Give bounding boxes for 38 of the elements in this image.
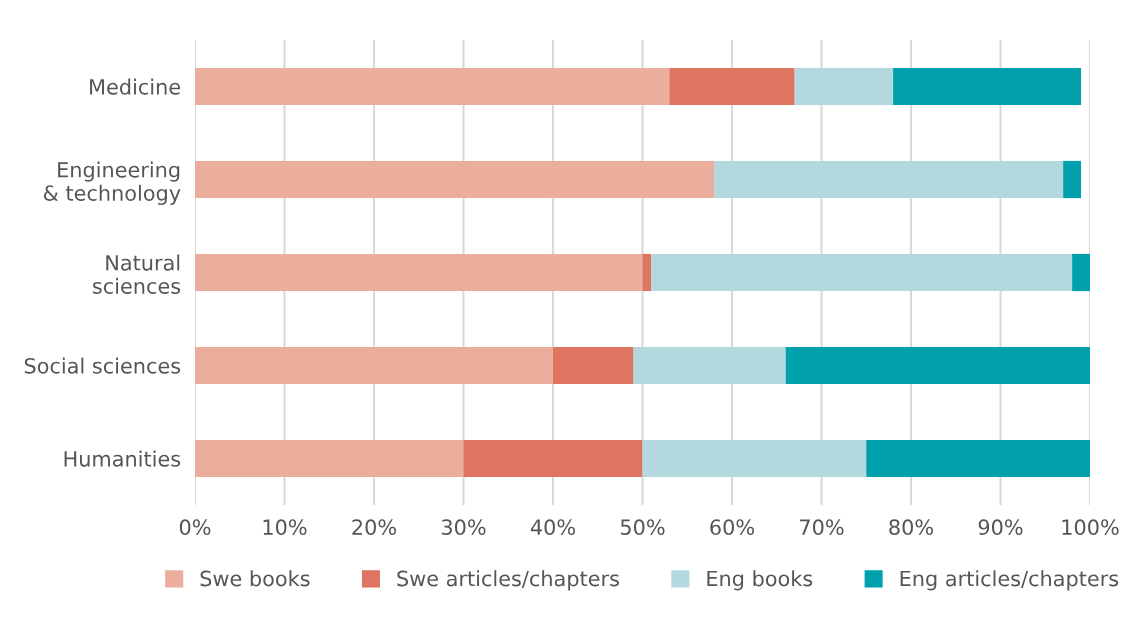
bar: [463, 439, 643, 478]
bar: [195, 67, 670, 106]
y-tick-label: Natural sciences: [93, 254, 181, 294]
legend-label: Swe books: [200, 570, 310, 587]
bar: [794, 67, 894, 106]
bar: [195, 346, 553, 385]
bar: [195, 253, 643, 292]
x-tick-label: 0%: [179, 519, 211, 536]
y-tick-label: Engineering & technology: [43, 161, 181, 205]
legend-label: Eng books: [707, 570, 813, 591]
y-tick-label: Humanities: [64, 450, 181, 467]
x-tick-label: 60%: [710, 519, 754, 536]
bar: [893, 67, 1082, 106]
bar: [669, 67, 795, 106]
bar: [633, 346, 786, 385]
x-tick-label: 90%: [978, 519, 1023, 536]
bar: [195, 439, 464, 478]
x-tick-label: 40%: [530, 519, 575, 536]
bar: [642, 439, 867, 478]
y-tick-label: Medicine: [90, 78, 180, 95]
x-tick-label: 80%: [889, 519, 933, 536]
x-tick-label: 50%: [620, 519, 665, 536]
x-tick-label: 100%: [1062, 519, 1119, 536]
y-tick-label: Social sciences: [24, 357, 181, 374]
bar: [553, 346, 634, 385]
bar: [1063, 160, 1082, 199]
legend-label: Swe articles/chapters: [397, 570, 619, 591]
x-tick-label: 30%: [441, 519, 486, 536]
legend-label: Eng articles/chapters: [900, 570, 1119, 591]
bar: [866, 439, 1090, 478]
bar: [785, 346, 1090, 385]
x-tick-label: 70%: [800, 519, 844, 536]
bar: [714, 160, 1064, 199]
x-tick-label: 10%: [263, 519, 307, 536]
x-tick-label: 20%: [352, 519, 396, 536]
bar: [1072, 253, 1090, 292]
bar: [195, 160, 715, 199]
bar: [651, 253, 1073, 292]
